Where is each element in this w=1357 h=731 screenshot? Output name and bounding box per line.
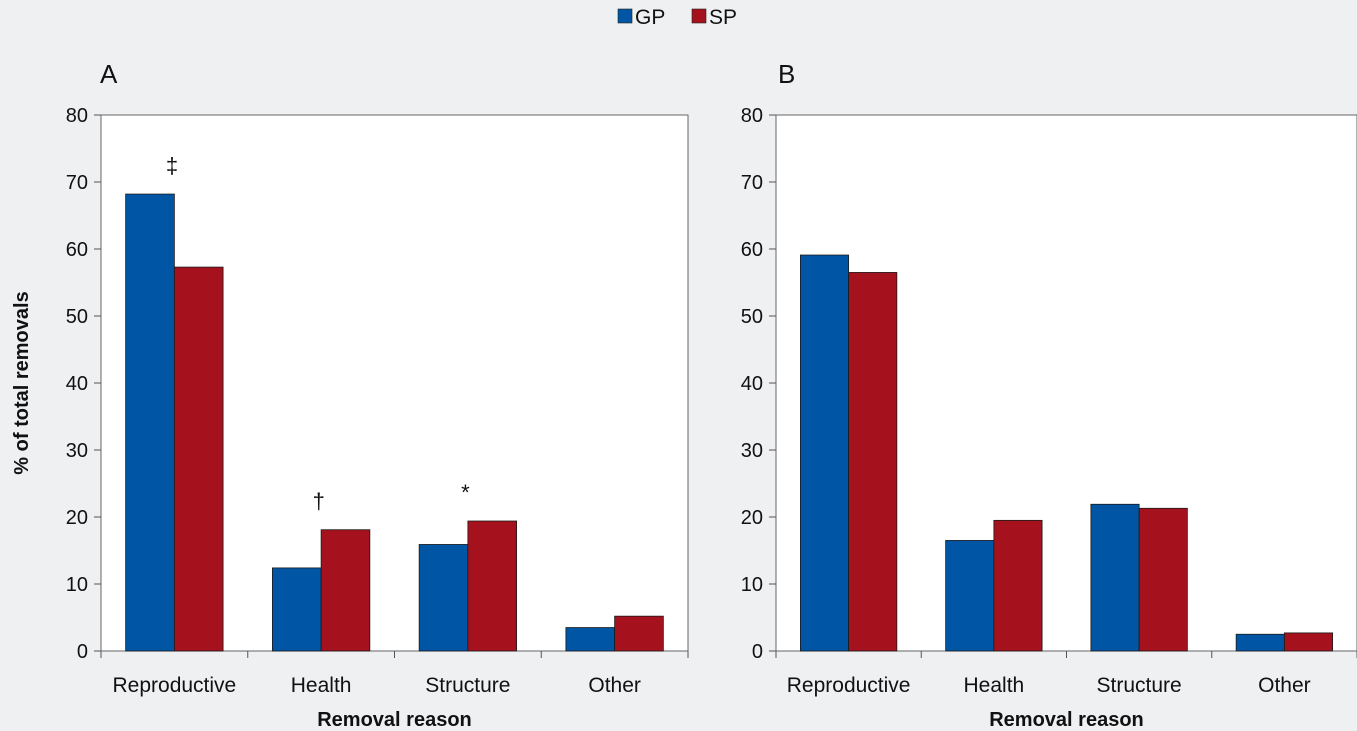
y-tick-label-0: 0 xyxy=(752,641,763,663)
y-tick-label-10: 10 xyxy=(741,574,763,596)
y-tick-label-50: 50 xyxy=(66,306,88,328)
bar-gp-reproductive xyxy=(800,254,850,652)
bar-sp-health xyxy=(993,519,1043,652)
legend-label-sp: SP xyxy=(709,6,737,29)
significance-mark-reproductive: ‡ xyxy=(166,153,178,178)
panel-label: B xyxy=(778,59,795,89)
y-tick-label-40: 40 xyxy=(741,373,763,395)
bar-sp-other xyxy=(614,615,664,652)
y-tick-label-60: 60 xyxy=(741,239,763,261)
x-tick-label-structure: Structure xyxy=(425,674,510,697)
y-tick-label-40: 40 xyxy=(66,373,88,395)
y-tick-label-0: 0 xyxy=(77,641,88,663)
bar-gp-structure xyxy=(418,544,469,652)
significance-mark-structure: * xyxy=(461,480,470,505)
x-tick-label-other: Other xyxy=(588,674,641,697)
panel-a: A 0 10 20 30 40 50 60 70 80 Reproductive Health Stru… xyxy=(66,59,689,731)
panel-label: A xyxy=(100,59,118,89)
y-tick-label-30: 30 xyxy=(741,440,763,462)
bar-gp-other xyxy=(565,627,616,652)
x-tick-label-health: Health xyxy=(291,674,352,697)
bar-gp-health xyxy=(945,540,995,652)
x-tick-label-reproductive: Reproductive xyxy=(787,674,911,697)
bar-sp-other xyxy=(1283,632,1333,652)
significance-mark-health: † xyxy=(313,489,325,514)
bar-sp-structure xyxy=(1138,507,1188,652)
y-tick-label-30: 30 xyxy=(66,440,88,462)
bar-sp-reproductive xyxy=(848,272,898,652)
y-tick-label-70: 70 xyxy=(66,172,88,194)
x-axis-title: Removal reason xyxy=(989,709,1144,731)
y-tick-label-70: 70 xyxy=(741,172,763,194)
x-tick-label-other: Other xyxy=(1258,674,1311,697)
x-tick-label-structure: Structure xyxy=(1097,674,1182,697)
bar-sp-reproductive xyxy=(173,266,224,652)
legend-swatch-gp xyxy=(617,8,633,24)
y-tick-label-20: 20 xyxy=(66,507,88,529)
bar-gp-health xyxy=(272,567,322,652)
legend-label-gp: GP xyxy=(635,6,665,29)
y-tick-label-80: 80 xyxy=(66,105,88,127)
y-axis-title: % of total removals xyxy=(11,291,33,474)
x-tick-label-reproductive: Reproductive xyxy=(113,674,237,697)
legend-swatch-sp xyxy=(691,8,707,24)
bar-gp-other xyxy=(1235,633,1285,652)
x-axis-title: Removal reason xyxy=(317,709,472,731)
bar-sp-health xyxy=(320,529,371,652)
y-tick-label-10: 10 xyxy=(66,574,88,596)
y-tick-label-80: 80 xyxy=(741,105,763,127)
y-tick-label-20: 20 xyxy=(741,507,763,529)
bar-gp-structure xyxy=(1090,503,1140,652)
x-tick-label-health: Health xyxy=(964,674,1025,697)
chart-legend: GP SP xyxy=(617,6,737,29)
bar-gp-reproductive xyxy=(125,193,175,652)
bar-sp-structure xyxy=(467,520,517,652)
panel-b: B 0 10 20 30 40 50 60 70 80 Reproductive Health Stru… xyxy=(741,59,1357,731)
y-tick-label-50: 50 xyxy=(741,306,763,328)
y-tick-label-60: 60 xyxy=(66,239,88,261)
